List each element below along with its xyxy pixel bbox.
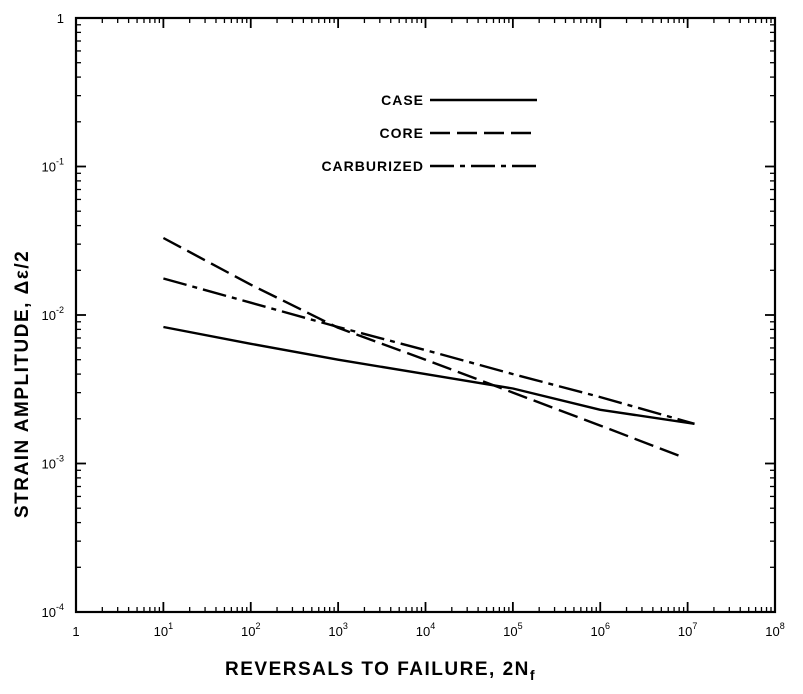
plot-border bbox=[74, 16, 777, 614]
y-tick-label: 10-2 bbox=[42, 305, 64, 323]
x-tick-exponent: 2 bbox=[255, 621, 260, 631]
x-tick-label: 104 bbox=[416, 621, 435, 639]
x-tick-base: 10 bbox=[678, 624, 692, 639]
x-tick-base: 10 bbox=[154, 624, 168, 639]
y-tick-exponent: -3 bbox=[56, 454, 64, 464]
y-tick-label: 10-4 bbox=[42, 602, 64, 620]
x-tick-exponent: 3 bbox=[343, 621, 348, 631]
x-tick-label: 108 bbox=[765, 621, 784, 639]
x-axis-title-main: REVERSALS TO FAILURE, 2N bbox=[225, 659, 530, 680]
x-tick-exponent: 4 bbox=[430, 621, 435, 631]
x-tick-exponent: 7 bbox=[692, 621, 697, 631]
y-tick-exponent: -2 bbox=[56, 305, 64, 315]
x-tick-label: 107 bbox=[678, 621, 697, 639]
x-tick-label: 103 bbox=[328, 621, 347, 639]
series-line-core bbox=[162, 236, 685, 459]
series-line-carburized bbox=[163, 277, 695, 425]
y-tick-exponent: -4 bbox=[56, 602, 64, 612]
x-tick-label: 106 bbox=[591, 621, 610, 639]
x-tick-exponent: 6 bbox=[605, 621, 610, 631]
y-tick-exponent: -1 bbox=[56, 157, 64, 167]
x-tick-base: 10 bbox=[416, 624, 430, 639]
y-axis-ticks: 110-110-210-310-4 bbox=[42, 11, 775, 620]
x-tick-label: 1 bbox=[72, 624, 79, 639]
x-axis-title-subscript: f bbox=[530, 667, 536, 683]
x-tick-label: 101 bbox=[154, 621, 173, 639]
x-tick-base: 10 bbox=[241, 624, 255, 639]
y-tick-label: 10-1 bbox=[42, 157, 64, 175]
x-axis-title: REVERSALS TO FAILURE, 2Nf bbox=[225, 659, 536, 683]
y-axis-title: STRAIN AMPLITUDE, Δε/2 bbox=[12, 250, 33, 518]
legend-label-case: CASE bbox=[381, 92, 424, 108]
x-axis-ticks: 1 101 102 103 104 105 106 107 108 bbox=[72, 18, 785, 639]
x-tick-exponent: 5 bbox=[518, 621, 523, 631]
y-tick-label: 10-3 bbox=[42, 454, 64, 472]
x-tick-base: 10 bbox=[591, 624, 605, 639]
y-tick-base: 10 bbox=[42, 457, 56, 472]
series-lines bbox=[162, 236, 695, 459]
x-tick-base: 10 bbox=[765, 624, 779, 639]
y-tick-base: 10 bbox=[42, 160, 56, 175]
y-tick-label: 1 bbox=[57, 11, 64, 26]
y-tick-base: 10 bbox=[42, 308, 56, 323]
x-tick-exponent: 1 bbox=[168, 621, 173, 631]
x-tick-base: 10 bbox=[503, 624, 517, 639]
y-tick-base: 1 bbox=[57, 11, 64, 26]
x-tick-base: 10 bbox=[328, 624, 342, 639]
series-line-case bbox=[163, 325, 695, 425]
x-tick-exponent: 8 bbox=[780, 621, 785, 631]
legend-label-core: CORE bbox=[380, 125, 424, 141]
x-tick-label: 102 bbox=[241, 621, 260, 639]
plot-frame bbox=[74, 16, 777, 614]
legend-label-carburized: CARBURIZED bbox=[321, 158, 424, 174]
x-tick-base: 1 bbox=[72, 624, 79, 639]
x-tick-label: 105 bbox=[503, 621, 522, 639]
legend: CASE CORE CARBURIZED bbox=[321, 92, 537, 174]
y-tick-base: 10 bbox=[42, 605, 56, 620]
